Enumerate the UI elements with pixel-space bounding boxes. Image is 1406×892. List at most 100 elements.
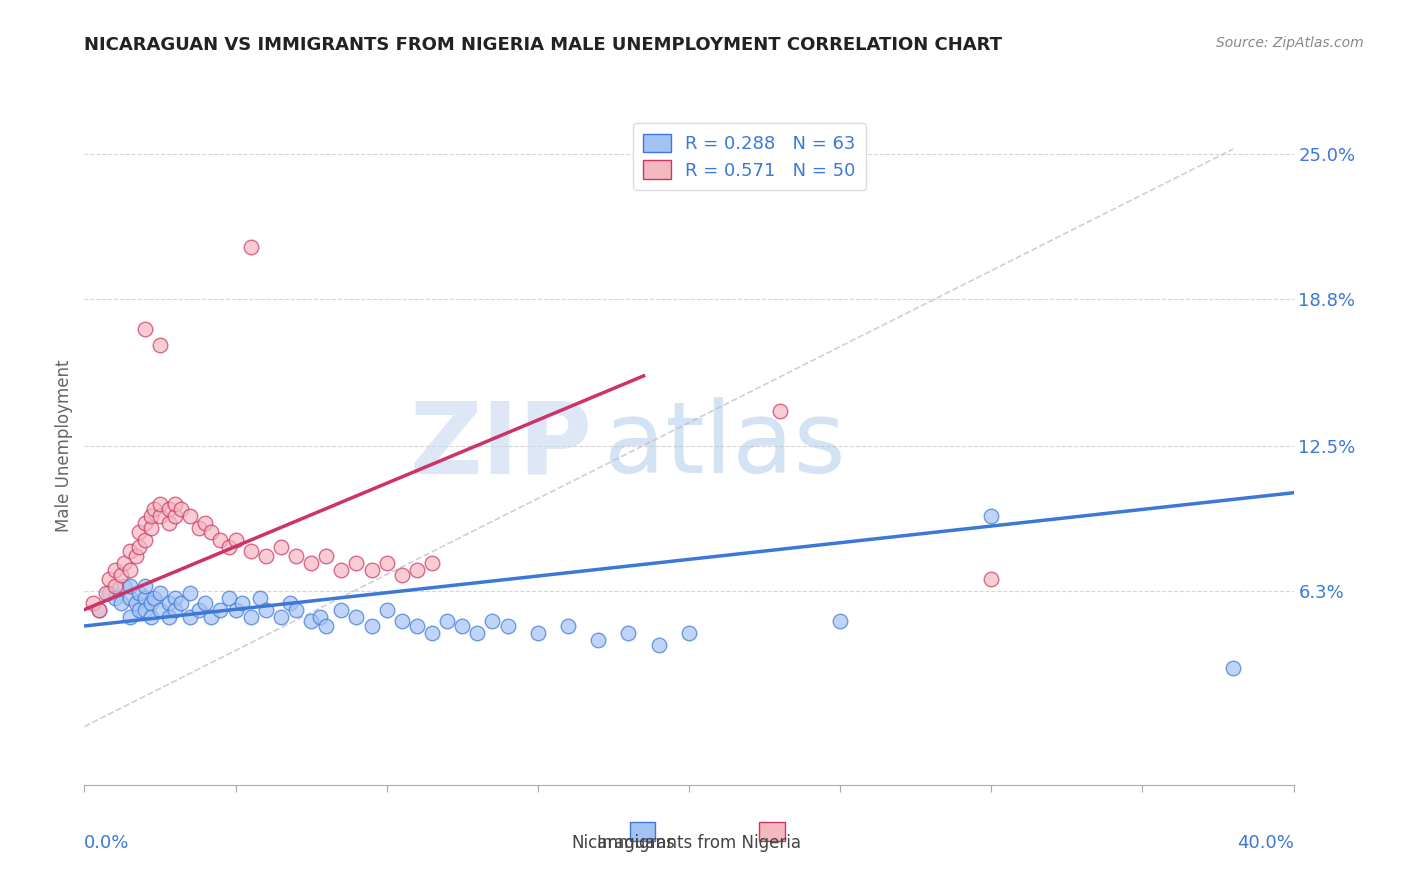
Point bbox=[239, 240, 262, 254]
Point bbox=[104, 579, 127, 593]
Point bbox=[588, 633, 610, 648]
Text: Nicaraguans: Nicaraguans bbox=[571, 834, 675, 852]
Point bbox=[225, 602, 247, 616]
Point bbox=[330, 602, 353, 616]
Point bbox=[299, 556, 322, 570]
Point bbox=[270, 540, 292, 554]
Point bbox=[451, 619, 474, 633]
Point bbox=[118, 544, 141, 558]
Point bbox=[225, 533, 247, 547]
Point bbox=[128, 602, 150, 616]
Point bbox=[360, 619, 382, 633]
Point bbox=[420, 626, 443, 640]
Point bbox=[97, 586, 120, 600]
Point bbox=[617, 626, 640, 640]
Point bbox=[112, 579, 135, 593]
Point bbox=[346, 609, 368, 624]
Point bbox=[157, 609, 180, 624]
Point bbox=[97, 572, 120, 586]
Point bbox=[406, 563, 429, 577]
Point bbox=[118, 579, 141, 593]
Point bbox=[678, 626, 700, 640]
Point bbox=[134, 516, 156, 530]
Point bbox=[1222, 661, 1244, 675]
Point bbox=[165, 602, 187, 616]
Point bbox=[125, 549, 148, 563]
Point bbox=[179, 609, 201, 624]
Point bbox=[467, 626, 489, 640]
Point bbox=[496, 619, 519, 633]
Point bbox=[254, 549, 277, 563]
Point bbox=[157, 502, 180, 516]
Point bbox=[142, 502, 165, 516]
Point bbox=[231, 596, 253, 610]
Point bbox=[239, 609, 262, 624]
Point bbox=[254, 602, 277, 616]
Point bbox=[139, 509, 162, 524]
Point bbox=[769, 404, 792, 418]
Point bbox=[285, 602, 308, 616]
Point bbox=[179, 586, 201, 600]
Legend: R = 0.288   N = 63, R = 0.571   N = 50: R = 0.288 N = 63, R = 0.571 N = 50 bbox=[633, 123, 866, 190]
Point bbox=[249, 591, 271, 605]
Point bbox=[157, 516, 180, 530]
Point bbox=[134, 602, 156, 616]
Point bbox=[557, 619, 579, 633]
Point bbox=[527, 626, 550, 640]
Text: atlas: atlas bbox=[605, 398, 846, 494]
Point bbox=[149, 509, 172, 524]
Point bbox=[346, 556, 368, 570]
Point bbox=[360, 563, 382, 577]
Point bbox=[375, 556, 398, 570]
Point bbox=[188, 602, 211, 616]
Point bbox=[218, 591, 240, 605]
Point bbox=[270, 609, 292, 624]
Point bbox=[134, 591, 156, 605]
Point bbox=[82, 596, 104, 610]
Point bbox=[209, 533, 232, 547]
Point bbox=[285, 549, 308, 563]
Point bbox=[142, 591, 165, 605]
Point bbox=[94, 586, 117, 600]
Point bbox=[200, 525, 222, 540]
Text: 40.0%: 40.0% bbox=[1237, 834, 1294, 852]
Point bbox=[128, 525, 150, 540]
Point bbox=[165, 591, 187, 605]
Text: ZIP: ZIP bbox=[409, 398, 592, 494]
Point bbox=[420, 556, 443, 570]
Point bbox=[179, 509, 201, 524]
Point bbox=[128, 586, 150, 600]
Point bbox=[391, 615, 413, 629]
Point bbox=[149, 602, 172, 616]
Point bbox=[980, 509, 1002, 524]
Point bbox=[89, 602, 111, 616]
Point bbox=[309, 609, 332, 624]
Point bbox=[89, 602, 111, 616]
Point bbox=[118, 563, 141, 577]
Point bbox=[188, 521, 211, 535]
Point bbox=[648, 638, 671, 652]
Point bbox=[118, 591, 141, 605]
Point bbox=[315, 549, 337, 563]
Point bbox=[406, 619, 429, 633]
Point bbox=[200, 609, 222, 624]
Point bbox=[125, 596, 148, 610]
Point bbox=[134, 533, 156, 547]
Text: Source: ZipAtlas.com: Source: ZipAtlas.com bbox=[1216, 36, 1364, 50]
Point bbox=[218, 540, 240, 554]
Point bbox=[157, 596, 180, 610]
Text: Immigrants from Nigeria: Immigrants from Nigeria bbox=[598, 834, 801, 852]
Point bbox=[299, 615, 322, 629]
Point bbox=[139, 596, 162, 610]
Point bbox=[194, 596, 217, 610]
Point bbox=[209, 602, 232, 616]
Point bbox=[165, 509, 187, 524]
Point bbox=[239, 544, 262, 558]
Point bbox=[149, 586, 172, 600]
Point bbox=[830, 615, 852, 629]
Point bbox=[139, 521, 162, 535]
Point bbox=[165, 498, 187, 512]
Point bbox=[278, 596, 301, 610]
Point bbox=[134, 322, 156, 336]
Point bbox=[315, 619, 337, 633]
